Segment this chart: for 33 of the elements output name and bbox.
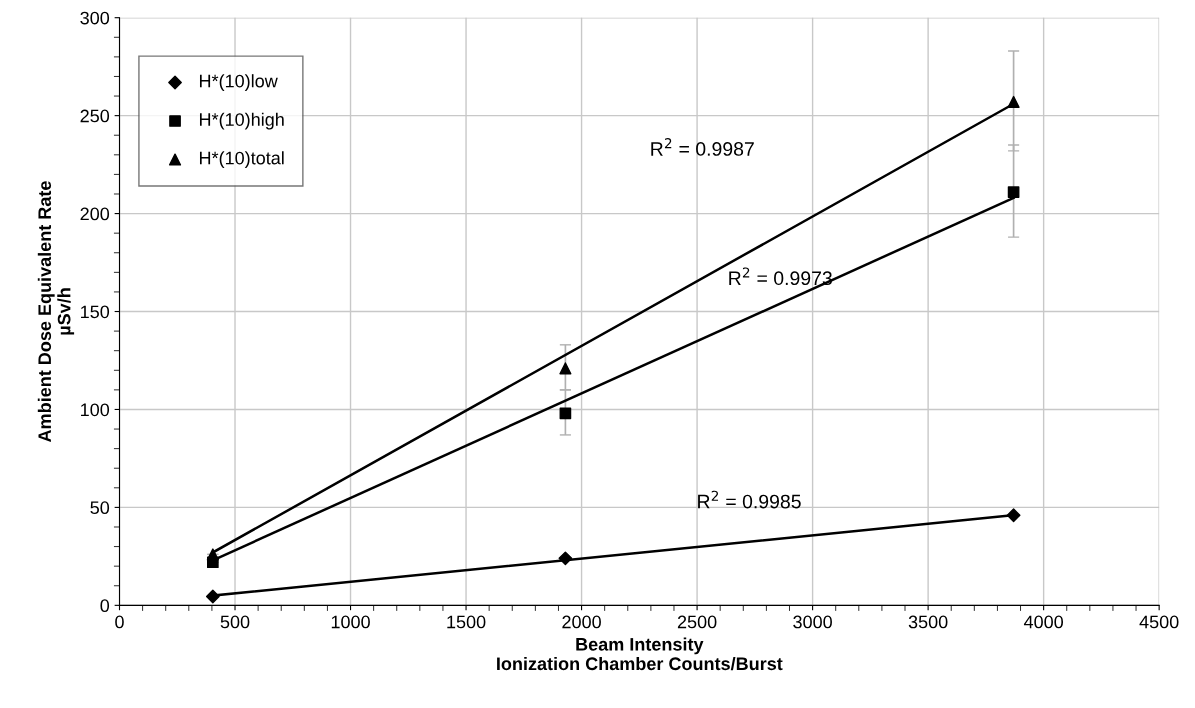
y-tick-label: 250 — [80, 109, 110, 123]
point — [1007, 186, 1020, 198]
x-tick-label: 4000 — [1023, 615, 1064, 629]
legend-label: H*(10)high — [199, 112, 284, 130]
annotation: R$^{2}$ = 0.9973 — [729, 267, 832, 286]
legend-label: H*(10)total — [199, 151, 284, 168]
y-tick-label: 200 — [80, 207, 110, 221]
x-tick-label: 3000 — [793, 615, 832, 629]
y-tick-label: 50 — [90, 501, 110, 515]
x-tick-label: 3500 — [908, 615, 948, 629]
y-tick-label: 100 — [81, 403, 110, 417]
y-axis-title: Ambient Dose Equivalent Rate µSv/h — [37, 181, 75, 442]
point — [1007, 95, 1020, 109]
y-tick-label: 150 — [81, 305, 110, 319]
y-tick-label: 0 — [100, 599, 110, 613]
x-tick-label: 500 — [220, 615, 250, 629]
x-tick-label: 4500 — [1139, 615, 1179, 629]
point — [558, 551, 573, 566]
x-tick-label: 1500 — [447, 615, 486, 629]
annotation: R$^{2}$ = 0.9987 — [651, 138, 754, 156]
x-axis-title: Beam Intensity Ionization Chamber Counts/Burst — [497, 637, 783, 671]
x-tick-label: 1000 — [331, 615, 370, 629]
annotation: R$^{2}$ = 0.9985 — [698, 490, 801, 509]
x-tick-label: 2000 — [562, 615, 601, 629]
legend-label: H*(10)low — [199, 74, 278, 91]
point — [206, 548, 219, 561]
x-tick-label: 0 — [115, 615, 124, 629]
point — [1006, 508, 1021, 523]
point — [205, 589, 220, 604]
point — [559, 362, 572, 375]
y-tick-label: 300 — [80, 11, 110, 25]
point — [559, 407, 572, 420]
x-tick-label: 2500 — [677, 615, 717, 629]
